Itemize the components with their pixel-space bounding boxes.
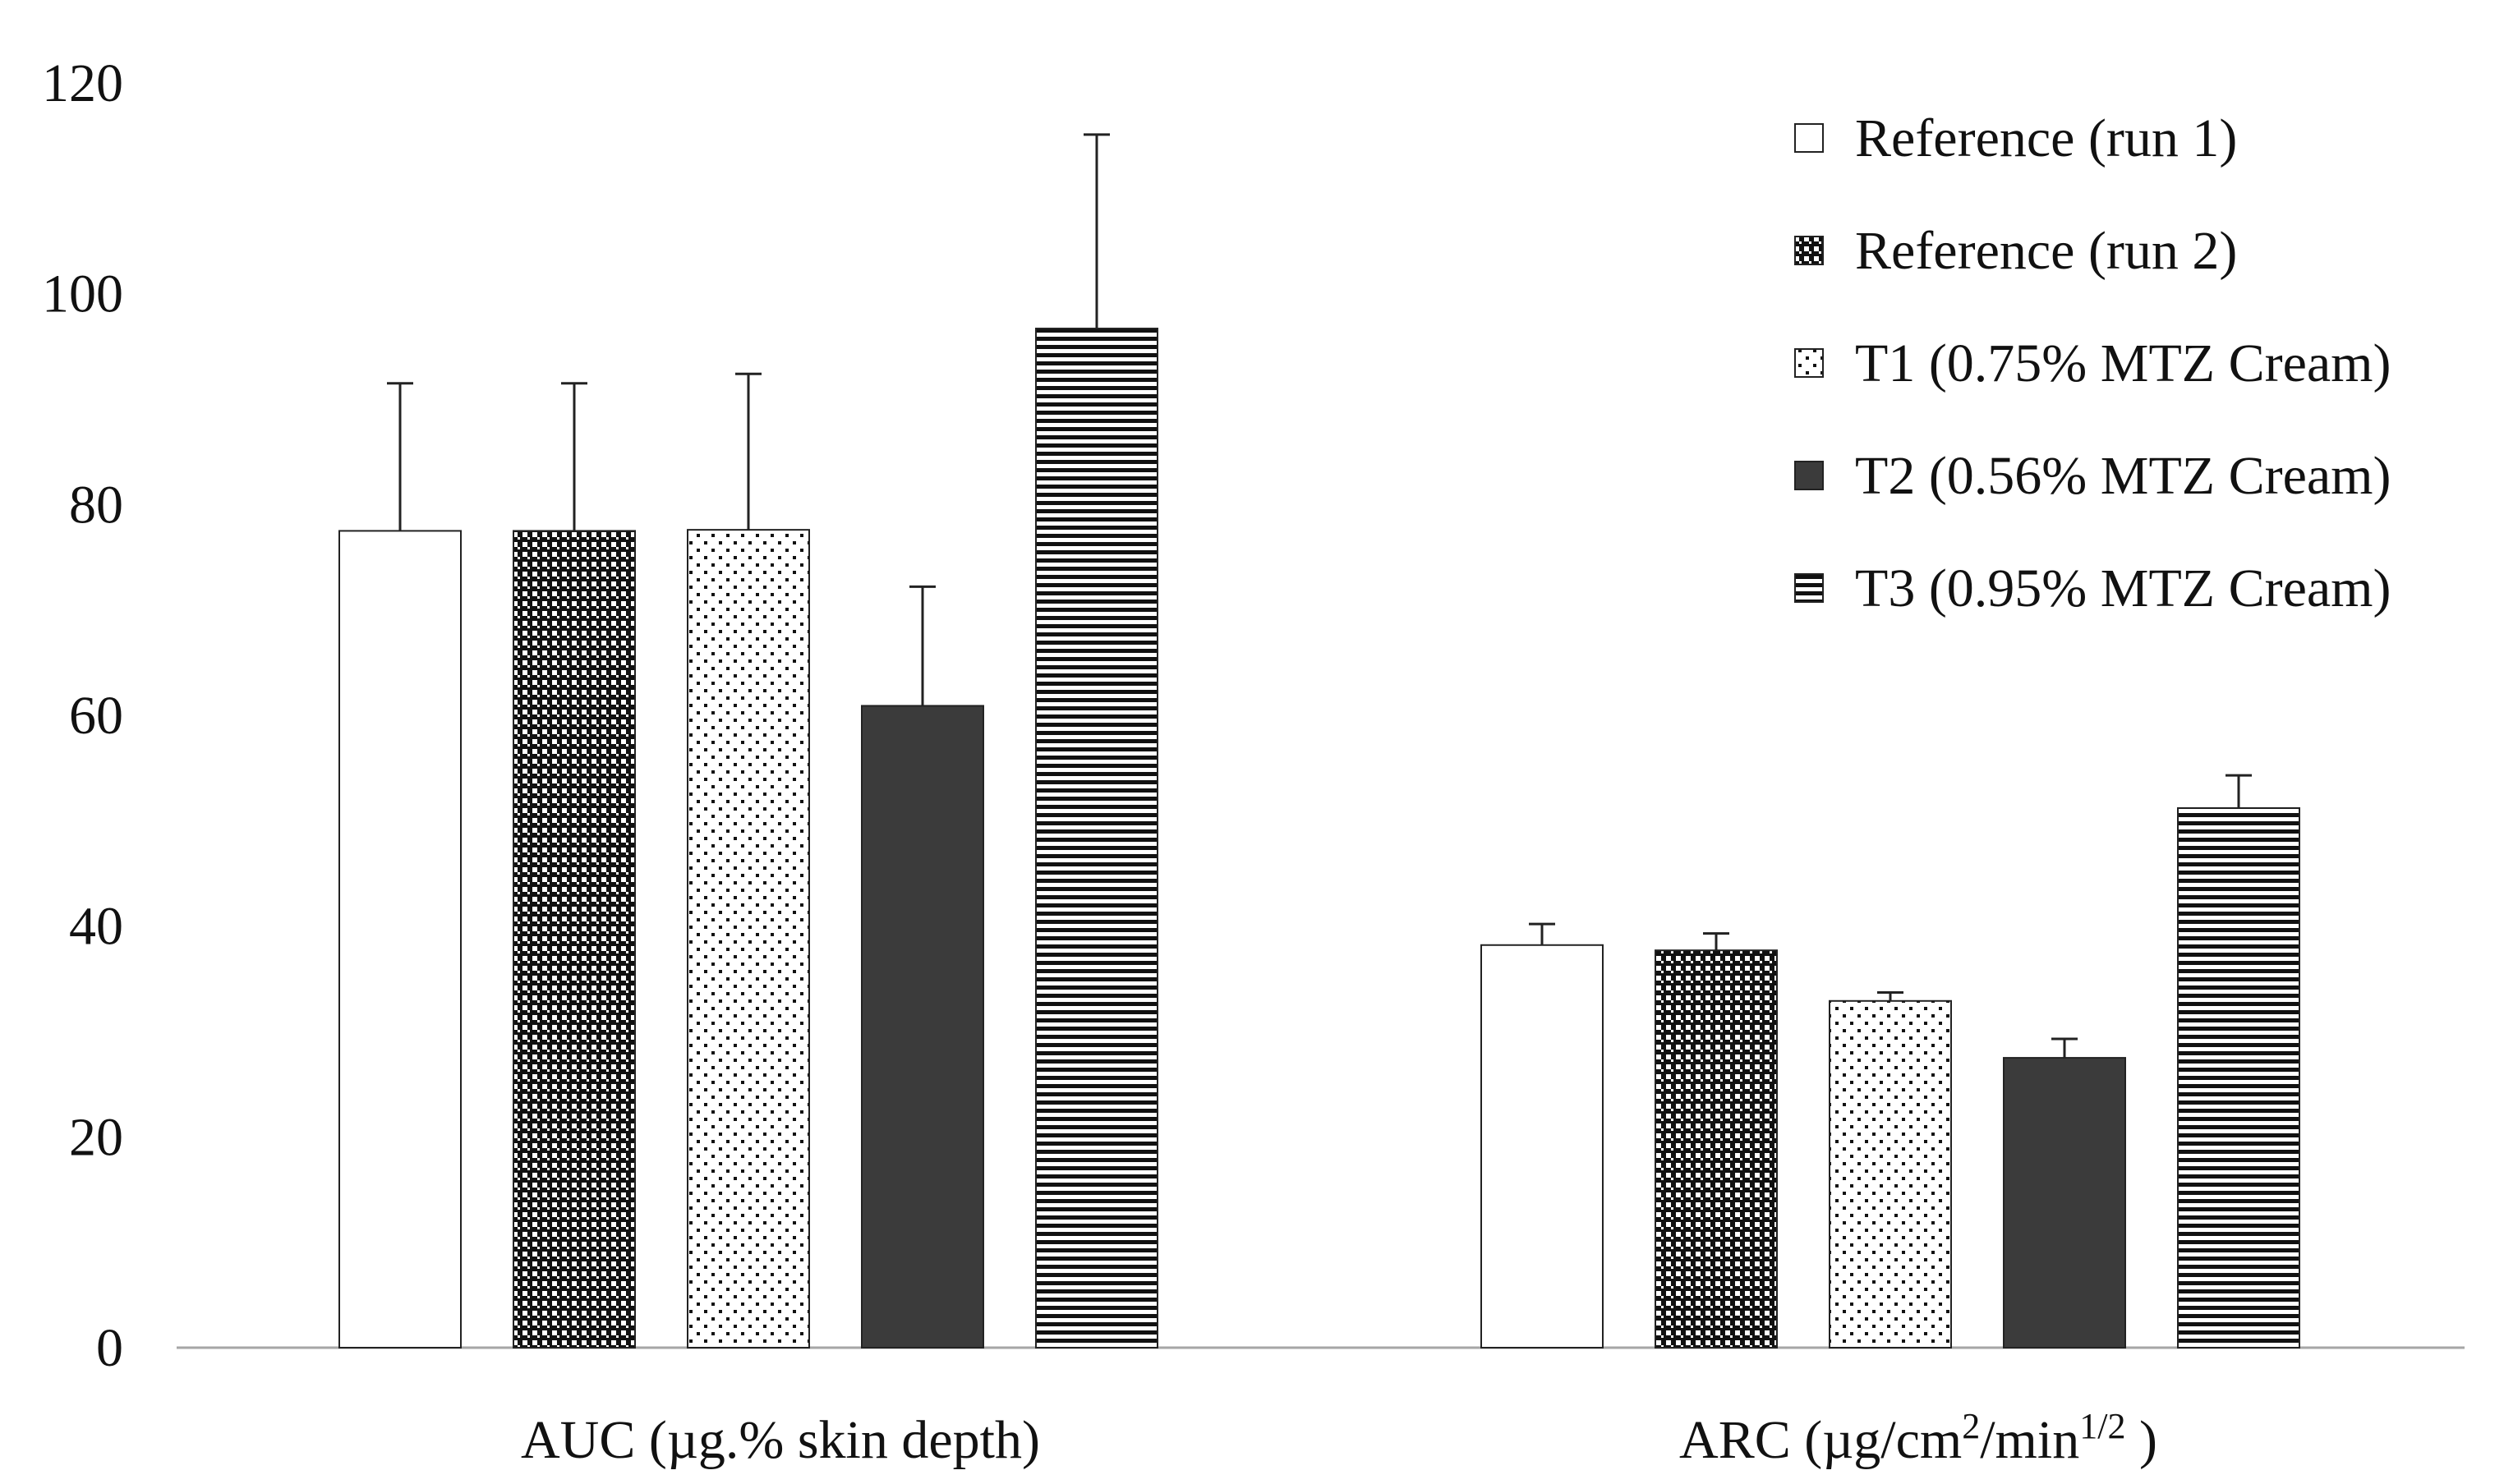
y-tick-label-80: 80 <box>69 475 123 535</box>
bar-auc-t1-0-75-mtz-cream <box>687 529 810 1348</box>
y-tick-label-20: 20 <box>69 1107 123 1167</box>
legend-label-t3-0-95-mtz-cream: T3 (0.95% MTZ Cream) <box>1855 558 2391 618</box>
bar-auc-t3-0-95-mtz-cream <box>1035 328 1158 1348</box>
y-tick-label-0: 0 <box>96 1318 123 1378</box>
legend-label-t1-0-75-mtz-cream: T1 (0.75% MTZ Cream) <box>1855 333 2391 393</box>
legend-label-reference-run-1: Reference (run 1) <box>1855 108 2237 168</box>
arc-label-part-3: /min <box>1980 1410 2079 1470</box>
arc-label-part-5: ) <box>2125 1410 2156 1470</box>
y-axis-ticks: 0 20 40 60 80 100 120 <box>42 53 123 1378</box>
bar-auc-t2-0-56-mtz-cream <box>861 705 984 1348</box>
y-tick-label-120: 120 <box>42 53 123 113</box>
bars-group <box>338 133 2300 1349</box>
legend-swatch-t2-0-56-mtz-cream <box>1794 461 1824 490</box>
bar-arc-t2-0-56-mtz-cream <box>2003 1057 2126 1349</box>
bar-arc-t1-0-75-mtz-cream <box>1829 999 1952 1348</box>
legend-swatch-t3-0-95-mtz-cream <box>1794 573 1824 603</box>
y-tick-label-100: 100 <box>42 264 123 324</box>
bar-arc-reference-run-2 <box>1655 949 1778 1349</box>
arc-label-part-1: ARC (µg/cm <box>1679 1410 1962 1470</box>
legend: Reference (run 1) Reference (run 2) T1 (0.… <box>1794 108 2391 618</box>
y-tick-label-60: 60 <box>69 686 123 746</box>
bar-arc-reference-run-1 <box>1480 944 1604 1349</box>
arc-label-superscript-2: 2 <box>1962 1406 1980 1446</box>
bar-auc-reference-run-2 <box>513 530 636 1348</box>
category-label-arc: ARC (µg/cm2/min1/2 ) <box>1679 1406 2157 1470</box>
legend-swatch-reference-run-2 <box>1794 236 1824 265</box>
legend-swatch-t1-0-75-mtz-cream <box>1794 348 1824 378</box>
bar-arc-t3-0-95-mtz-cream <box>2177 806 2300 1348</box>
arc-label-superscript-half: 1/2 <box>2079 1406 2125 1446</box>
legend-label-t2-0-56-mtz-cream: T2 (0.56% MTZ Cream) <box>1855 446 2391 506</box>
y-tick-label-40: 40 <box>69 897 123 957</box>
legend-swatch-reference-run-1 <box>1794 123 1824 153</box>
legend-label-reference-run-2: Reference (run 2) <box>1855 221 2237 281</box>
category-label-auc: AUC (µg.% skin depth) <box>521 1410 1040 1470</box>
bar-auc-reference-run-1 <box>338 530 462 1348</box>
